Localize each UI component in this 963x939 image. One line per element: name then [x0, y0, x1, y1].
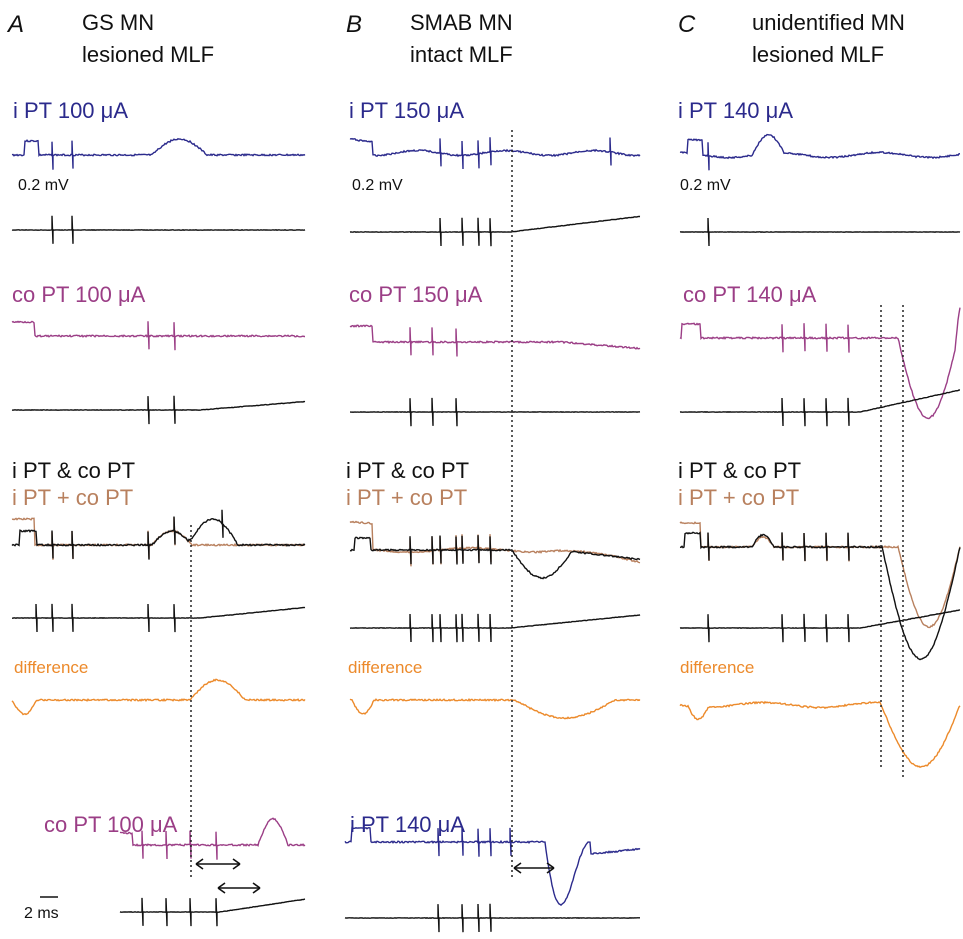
c-sum-trace	[679, 521, 961, 629]
c-copt-trace	[679, 307, 961, 420]
panel-c-voltage-scale-label: 0.2 mV	[680, 177, 731, 194]
a-latency-arrow-1-head-left-a	[195, 858, 204, 865]
b-copt-field-trace	[350, 397, 641, 427]
b-ipt-field-trace	[349, 215, 641, 247]
a-latency-arrow-1-head-right-b	[232, 863, 241, 870]
b-bottom-ipt-trace	[344, 826, 641, 907]
b-bottom-field-trace	[344, 903, 640, 933]
panel-c-title-line1: unidentified MN	[752, 10, 905, 35]
panel-a-time-scale-label: 2 ms	[24, 905, 59, 922]
c-ipt-field-trace	[679, 217, 961, 247]
panel-c-ipt-label: i PT 140 μA	[678, 98, 793, 123]
a-latency-arrow-1-head-right-a	[232, 858, 241, 865]
panel-a-title-line1: GS MN	[82, 10, 154, 35]
panel-c-title-line2: lesioned MLF	[752, 42, 884, 67]
panel-a-difference-label: difference	[14, 658, 88, 677]
panel-b-difference-label: difference	[348, 658, 422, 677]
panel-b-voltage-scale-label: 0.2 mV	[352, 177, 403, 194]
b-latency-arrow-head-right-b	[546, 867, 555, 874]
panel-a-sum-label: i PT + co PT	[12, 485, 133, 510]
panel-a-ipt-label: i PT 100 μA	[13, 98, 128, 123]
panel-a-combined-label: i PT & co PT	[12, 458, 135, 483]
panel-letter-a: A	[6, 11, 24, 38]
recording-traces	[11, 133, 961, 933]
b-sum-trace	[349, 520, 641, 567]
a-ipt-field-trace	[11, 215, 306, 244]
a-latency-arrow-2-head-right-a	[252, 882, 261, 889]
panel-b-ipt-label: i PT 150 μA	[349, 98, 464, 123]
panel-b-title-line1: SMAB MN	[410, 10, 513, 35]
c-ipt-trace	[679, 133, 961, 171]
panel-a-copt-label: co PT 100 μA	[12, 282, 146, 307]
scale-and-arrows	[40, 858, 555, 898]
b-combined-trace	[349, 535, 641, 580]
latency-markers	[190, 130, 904, 880]
panel-letter-b: B	[346, 11, 362, 38]
a-copt-field-trace	[11, 395, 306, 425]
panel-c-copt-label: co PT 140 μA	[683, 282, 817, 307]
panel-b-combined-label: i PT & co PT	[346, 458, 469, 483]
panel-letter-c: C	[678, 11, 696, 38]
c-difference-trace	[679, 700, 961, 769]
panel-b-copt-label: co PT 150 μA	[349, 282, 483, 307]
a-ipt-trace	[11, 137, 306, 170]
c-combined-trace	[679, 531, 961, 661]
a-bottom-field-trace	[119, 897, 306, 927]
c-copt-field-trace	[679, 389, 961, 427]
b-latency-arrow-head-right-a	[546, 862, 555, 869]
b-ipt-trace	[349, 137, 641, 170]
a-latency-arrow-1-head-left-b	[195, 863, 204, 870]
c-combined-field-trace	[679, 609, 961, 643]
panel-a-title-line2: lesioned MLF	[82, 42, 214, 67]
panel-c-sum-label: i PT + co PT	[678, 485, 799, 510]
b-difference-trace	[349, 697, 641, 720]
a-bottom-copt-trace	[119, 817, 306, 860]
a-combined-trace	[11, 509, 306, 560]
a-latency-arrow-2-head-left-b	[217, 887, 226, 894]
b-latency-arrow-head-left-a	[513, 862, 522, 869]
b-latency-arrow-head-left-b	[513, 867, 522, 874]
a-latency-arrow-2-head-right-b	[252, 887, 261, 894]
a-latency-arrow-2-head-left-a	[217, 882, 226, 889]
panel-a-bottom-label: co PT 100 μA	[44, 812, 178, 837]
a-copt-trace	[11, 320, 305, 351]
a-combined-field-trace	[12, 603, 306, 633]
b-copt-trace	[349, 324, 641, 357]
panel-b-sum-label: i PT + co PT	[346, 485, 467, 510]
panel-a-voltage-scale-label: 0.2 mV	[18, 177, 69, 194]
panel-c-difference-label: difference	[680, 658, 754, 677]
panel-c-combined-label: i PT & co PT	[678, 458, 801, 483]
b-combined-field-trace	[349, 613, 641, 643]
panel-b-title-line2: intact MLF	[410, 42, 513, 67]
a-difference-trace	[11, 678, 306, 716]
panel-b-bottom-label: i PT 140 μA	[350, 812, 465, 837]
